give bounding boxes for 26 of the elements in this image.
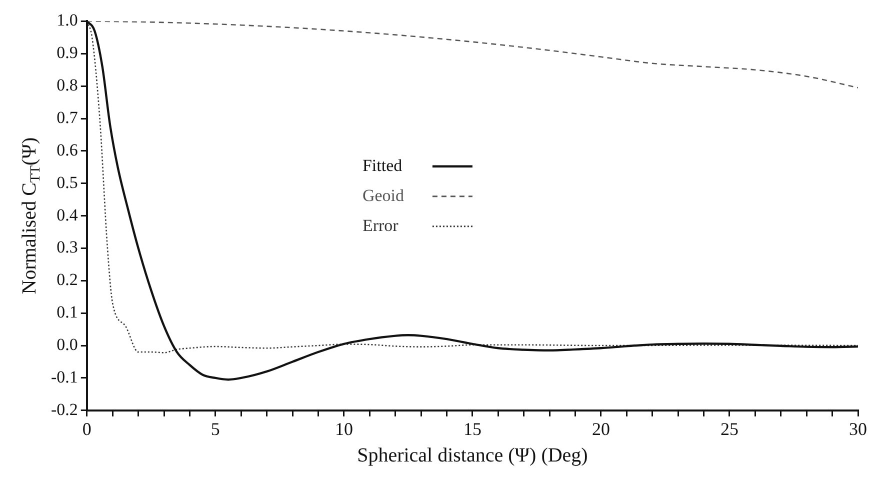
y-tick-label: 0.6 [56,140,78,160]
x-tick-label: 30 [849,418,867,439]
legend-label: Geoid [362,186,404,205]
legend-label: Error [362,216,399,235]
y-axis-title: Normalised CTT(Ψ) [18,137,44,294]
x-tick-label: 25 [720,418,738,439]
y-tick-label: 0.9 [56,43,78,62]
x-tick-label: 0 [82,418,92,439]
legend-label: Fitted [362,156,403,175]
y-tick-label: 0.7 [56,108,78,127]
x-tick-label: 5 [210,418,220,439]
y-tick-label: 0.0 [56,335,78,354]
x-tick-label: 10 [334,418,353,439]
line-series [86,21,858,88]
x-tick-label: 20 [592,418,610,439]
x-tick-label: 15 [463,418,482,439]
y-tick-label: -0.1 [50,367,78,386]
y-tick-label: -0.2 [50,400,78,419]
y-tick-label: 0.2 [56,270,78,290]
y-tick-label: 0.3 [56,238,78,257]
y-tick-label: 0.5 [56,172,78,192]
x-axis-title: Spherical distance (Ψ) (Deg) [357,444,588,466]
y-tick-label: 0.4 [56,205,78,224]
y-tick-label: 0.8 [56,76,78,95]
y-tick-label: 0.1 [56,302,78,322]
y-tick-label: 1.0 [56,10,78,30]
